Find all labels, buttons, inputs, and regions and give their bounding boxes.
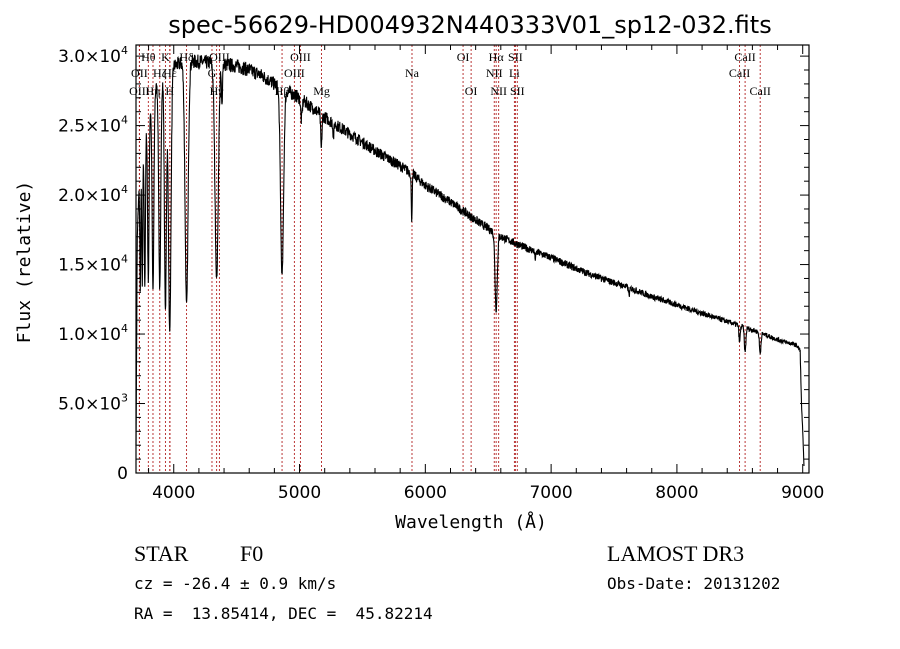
redshift-value: cz = -26.4 ± 0.9 km/s: [134, 574, 336, 593]
x-tick-label: 4000: [152, 483, 195, 503]
spectral-line-label: Hα: [489, 50, 505, 64]
x-tick-label: 6000: [404, 483, 447, 503]
spectral-line-label: Hζ: [153, 66, 167, 80]
spectral-line-label: Mg: [313, 84, 330, 98]
spectral-line-label: Li: [509, 66, 520, 80]
spectral-line-label: OIII: [290, 50, 311, 64]
y-tick-label: 1.5×104: [58, 253, 128, 276]
observation-date: Obs-Date: 20131202: [607, 574, 780, 593]
spectral-line-label: CaII: [729, 66, 750, 80]
object-class: STAR: [134, 541, 189, 566]
spectrum-series: [135, 54, 805, 467]
x-tick-label: 7000: [529, 483, 572, 503]
spectral-line-label: CaII: [734, 50, 755, 64]
y-tick-label: 5.0×103: [58, 392, 128, 415]
y-tick-label: 2.0×104: [58, 183, 128, 206]
spectral-line-label: OIII: [129, 84, 150, 98]
spectral-line-label: Hθ: [141, 50, 156, 64]
spectral-line-label: H: [165, 84, 174, 98]
y-tick-label: 1.0×104: [58, 322, 128, 345]
x-tick-label: 9000: [781, 483, 824, 503]
y-axis-ticks: 0 5.0×103 1.0×104 1.5×104 2.0×104 2.5×104 3.0×…: [58, 44, 809, 484]
spectral-line-label: OI: [465, 84, 478, 98]
x-axis-ticks: 4000 5000 6000 7000 8000 9000: [148, 45, 824, 503]
spectral-line-label: OIII: [284, 66, 305, 80]
plot-frame: [135, 44, 810, 474]
spectral-line-label: SII: [508, 50, 523, 64]
spectral-line-label: OII: [131, 66, 148, 80]
x-tick-label: 8000: [655, 483, 698, 503]
spectral-line-label: Hδ: [179, 50, 194, 64]
spectral-line-label: CaII: [750, 84, 771, 98]
x-axis-label: Wavelength (Å): [395, 511, 547, 533]
object-subclass: F0: [240, 541, 263, 566]
chart-title: spec-56629-HD004932N440333V01_sp12-032.f…: [168, 11, 771, 39]
spectral-line-label: OI: [457, 50, 470, 64]
y-tick-label: 0: [117, 464, 128, 484]
spectral-line-label: Na: [405, 66, 420, 80]
spectral-line-label: NII: [486, 66, 503, 80]
y-tick-label: 3.0×104: [58, 44, 128, 67]
y-tick-label: 2.5×104: [58, 114, 128, 137]
spectral-line-label: K: [161, 50, 170, 64]
y-axis-label: Flux (relative): [14, 181, 35, 344]
spectral-line-label: NII: [490, 84, 507, 98]
x-tick-label: 5000: [278, 483, 321, 503]
spectral-line-label: Hη: [146, 84, 161, 98]
spectral-line-label: SII: [510, 84, 525, 98]
coordinates: RA = 13.85414, DEC = 45.82214: [134, 604, 433, 623]
survey-name: LAMOST DR3: [607, 541, 744, 566]
spectral-line-markers: [138, 45, 761, 473]
